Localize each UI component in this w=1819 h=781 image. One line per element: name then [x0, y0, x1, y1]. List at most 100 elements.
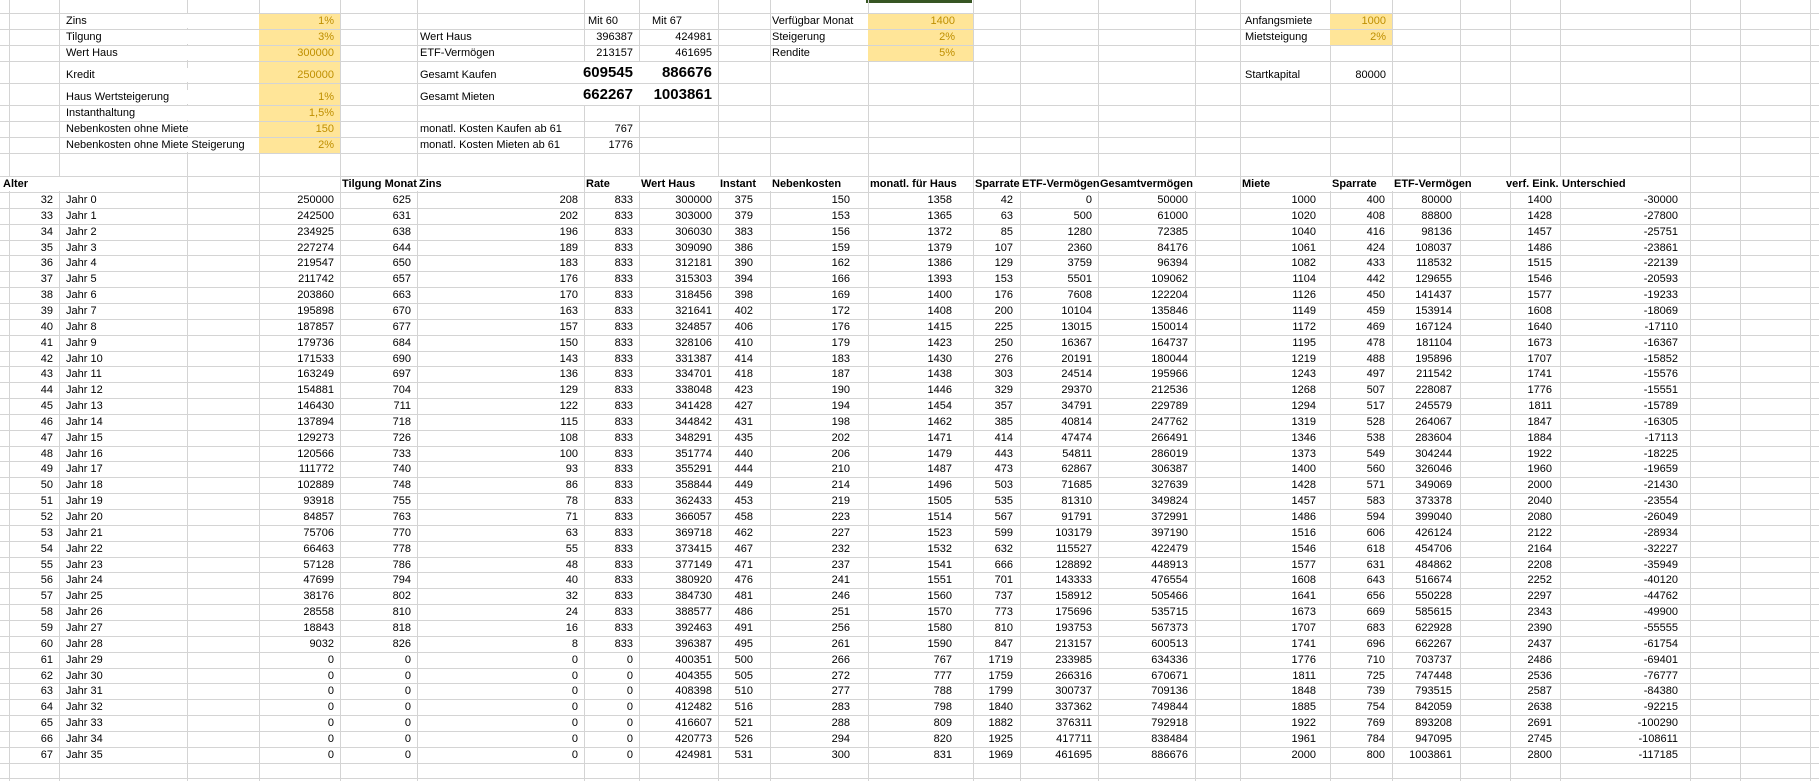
- cell-tilgung[interactable]: 631: [392, 209, 411, 222]
- cell-neben[interactable]: 166: [831, 273, 850, 286]
- cell-spar1[interactable]: 85: [1000, 225, 1013, 238]
- cell-spar2[interactable]: 725: [1366, 669, 1385, 682]
- summary-value-60[interactable]: 609545: [543, 62, 633, 83]
- cell-etf1[interactable]: 500: [1073, 209, 1092, 222]
- summary-value-67[interactable]: 1003861: [638, 84, 712, 105]
- cell-zins[interactable]: 0: [571, 685, 578, 698]
- cell-zins[interactable]: 163: [559, 304, 578, 317]
- row-label-jahr[interactable]: Jahr 0: [66, 194, 97, 206]
- cell-gesamt[interactable]: 709136: [1151, 685, 1188, 698]
- cell-spar1[interactable]: 200: [994, 304, 1013, 317]
- cell-spar2[interactable]: 571: [1366, 479, 1385, 492]
- cell-spar1[interactable]: 632: [994, 542, 1013, 555]
- cell-neben[interactable]: 153: [831, 209, 850, 222]
- cell-neben[interactable]: 159: [831, 241, 850, 254]
- cell-monatl[interactable]: 1446: [927, 384, 952, 397]
- cell-alter[interactable]: 46: [40, 415, 53, 428]
- cell-etf1[interactable]: 213157: [1055, 637, 1092, 650]
- cell-monatl[interactable]: 1590: [927, 637, 952, 650]
- cell-zins[interactable]: 196: [559, 225, 578, 238]
- cell-miete[interactable]: 1885: [1291, 701, 1316, 714]
- cell-tilgung[interactable]: 697: [392, 368, 411, 381]
- cell-zins[interactable]: 208: [559, 194, 578, 206]
- cell-spar1[interactable]: 385: [994, 415, 1013, 428]
- cell-rate[interactable]: 833: [614, 241, 633, 254]
- cell-instant[interactable]: 462: [734, 526, 753, 539]
- row-label-jahr[interactable]: Jahr 23: [66, 558, 103, 571]
- cell-alter[interactable]: 34: [40, 225, 53, 238]
- cell-monatl[interactable]: 798: [933, 701, 952, 714]
- cell-instant[interactable]: 491: [734, 621, 753, 634]
- cell-monatl[interactable]: 1430: [927, 352, 952, 365]
- cell-rate[interactable]: 0: [626, 732, 633, 745]
- cell-kredit[interactable]: 84857: [303, 511, 334, 523]
- cell-spar1[interactable]: 535: [994, 495, 1013, 508]
- cell-wert[interactable]: 404355: [675, 669, 712, 682]
- cell-etf1[interactable]: 20191: [1061, 352, 1092, 365]
- cell-spar1[interactable]: 773: [994, 606, 1013, 619]
- cell-spar2[interactable]: 669: [1366, 606, 1385, 619]
- cell-kredit[interactable]: 28558: [303, 606, 334, 619]
- cell-alter[interactable]: 49: [40, 463, 53, 476]
- cell-instant[interactable]: 406: [734, 320, 753, 333]
- cell-monatl[interactable]: 1487: [927, 463, 952, 476]
- cell-zins[interactable]: 150: [559, 336, 578, 349]
- cell-etf2[interactable]: 98136: [1421, 225, 1452, 238]
- cell-rate[interactable]: 833: [614, 637, 633, 650]
- cell-tilgung[interactable]: 0: [404, 717, 411, 730]
- cell-monatl[interactable]: 1423: [927, 336, 952, 349]
- summary-value-60[interactable]: 767: [614, 123, 633, 135]
- cell-miete[interactable]: 1741: [1291, 637, 1316, 650]
- cell-spar1[interactable]: 666: [994, 558, 1013, 571]
- cell-etf1[interactable]: 71685: [1061, 479, 1092, 492]
- cell-zins[interactable]: 78: [565, 495, 578, 508]
- cell-spar2[interactable]: 606: [1366, 526, 1385, 539]
- cell-rate[interactable]: 0: [626, 669, 633, 682]
- cell-rate[interactable]: 833: [614, 194, 633, 206]
- param-value-cell[interactable]: 3%: [259, 30, 340, 45]
- cell-alter[interactable]: 44: [40, 384, 53, 397]
- cell-monatl[interactable]: 1365: [927, 209, 952, 222]
- cell-miete[interactable]: 1546: [1291, 542, 1316, 555]
- cell-wert[interactable]: 334701: [675, 368, 712, 381]
- cell-verf[interactable]: 2390: [1527, 621, 1552, 634]
- cell-neben[interactable]: 232: [831, 542, 850, 555]
- cell-miete[interactable]: 1294: [1291, 400, 1316, 413]
- row-label-jahr[interactable]: Jahr 18: [66, 479, 103, 492]
- cell-etf1[interactable]: 193753: [1055, 621, 1092, 634]
- cell-zins[interactable]: 24: [565, 606, 578, 619]
- cell-tilgung[interactable]: 794: [392, 574, 411, 587]
- cell-etf1[interactable]: 10104: [1061, 304, 1092, 317]
- cell-wert[interactable]: 392463: [675, 621, 712, 634]
- cell-spar1[interactable]: 599: [994, 526, 1013, 539]
- cell-gesamt[interactable]: 838484: [1151, 732, 1188, 745]
- cell-etf1[interactable]: 300737: [1055, 685, 1092, 698]
- cell-kredit[interactable]: 242500: [297, 209, 334, 222]
- cell-miete[interactable]: 1319: [1291, 415, 1316, 428]
- cell-miete[interactable]: 1400: [1291, 463, 1316, 476]
- cell-verf[interactable]: 2437: [1527, 637, 1552, 650]
- cell-neben[interactable]: 183: [831, 352, 850, 365]
- cell-etf1[interactable]: 128892: [1055, 558, 1092, 571]
- cell-etf2[interactable]: 283604: [1415, 431, 1452, 444]
- cell-zins[interactable]: 115: [560, 415, 578, 428]
- cell-neben[interactable]: 179: [831, 336, 850, 349]
- cell-rate[interactable]: 0: [626, 701, 633, 714]
- cell-kredit[interactable]: 18843: [303, 621, 334, 634]
- cell-wert[interactable]: 400351: [675, 653, 712, 666]
- cell-etf1[interactable]: 2360: [1067, 241, 1092, 254]
- cell-kredit[interactable]: 38176: [303, 590, 334, 603]
- cell-rate[interactable]: 833: [614, 415, 633, 428]
- cell-wert[interactable]: 331387: [675, 352, 712, 365]
- row-label-jahr[interactable]: Jahr 33: [66, 717, 103, 730]
- cell-kredit[interactable]: 47699: [303, 574, 334, 587]
- cell-gesamt[interactable]: 535715: [1151, 606, 1188, 619]
- cell-unt[interactable]: -16305: [1643, 415, 1678, 428]
- cell-neben[interactable]: 277: [831, 685, 850, 698]
- cell-kredit[interactable]: 195898: [297, 304, 334, 317]
- cell-zins[interactable]: 71: [565, 511, 578, 523]
- cell-tilgung[interactable]: 0: [404, 653, 411, 666]
- cell-monatl[interactable]: 1393: [927, 273, 952, 286]
- cell-verf[interactable]: 2080: [1527, 511, 1552, 523]
- cell-unt[interactable]: -117185: [1638, 748, 1678, 761]
